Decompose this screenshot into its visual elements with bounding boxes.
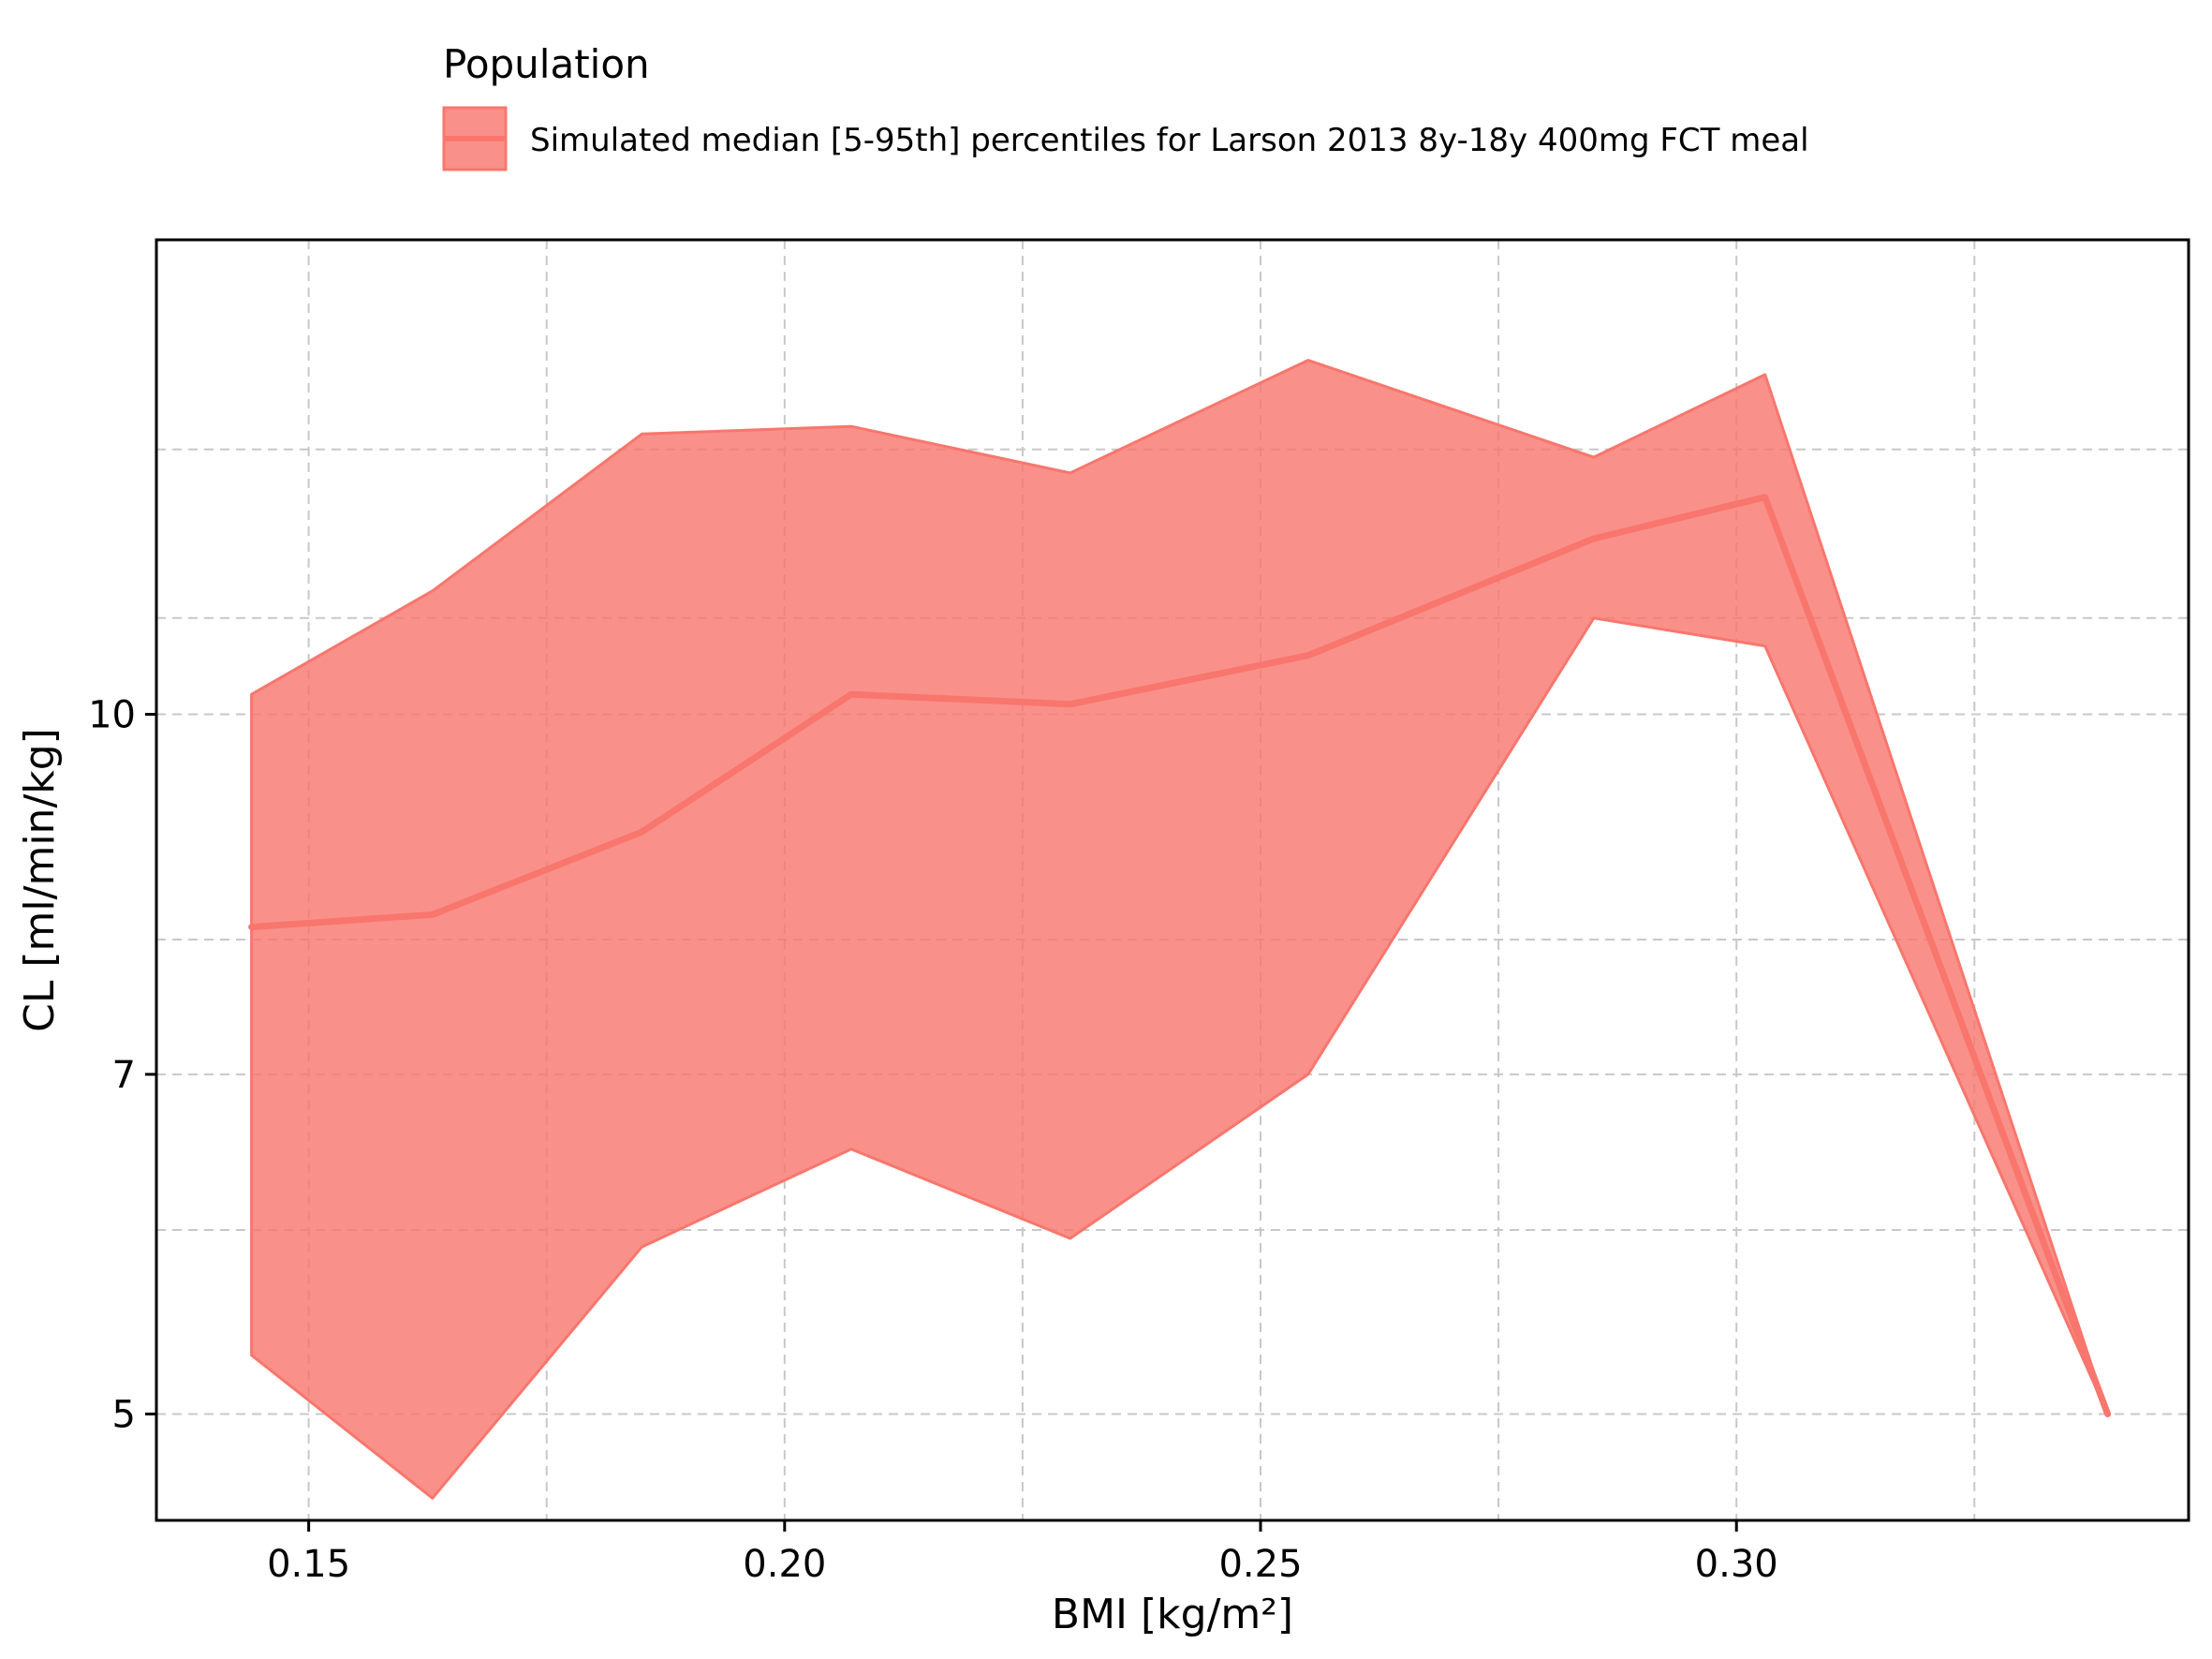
plot-frame — [155, 238, 2190, 1522]
x-tick-label: 0.15 — [267, 1543, 350, 1586]
plot-content — [248, 359, 2112, 1500]
legend-title: Population — [443, 41, 650, 87]
x-axis: 0.15 0.20 0.25 0.30 — [267, 1520, 1778, 1586]
y-axis: 5 7 10 — [88, 693, 156, 1436]
y-tick-label: 5 — [112, 1393, 136, 1436]
y-axis-label: CL [ml/min/kg] — [16, 728, 64, 1032]
y-tick-label: 7 — [112, 1054, 136, 1097]
x-tick-label: 0.20 — [743, 1543, 826, 1586]
legend: Population Simulated median [5-95th] per… — [442, 41, 1809, 171]
x-tick-label: 0.25 — [1218, 1543, 1302, 1586]
y-tick-label: 10 — [88, 693, 136, 736]
legend-entry-label: Simulated median [5-95th] percentiles fo… — [530, 122, 1809, 159]
x-axis-label: BMI [kg/m²] — [1052, 1591, 1293, 1638]
x-tick-label: 0.30 — [1695, 1543, 1778, 1586]
percentile-ribbon — [250, 359, 2110, 1500]
median-line — [248, 494, 2112, 1417]
